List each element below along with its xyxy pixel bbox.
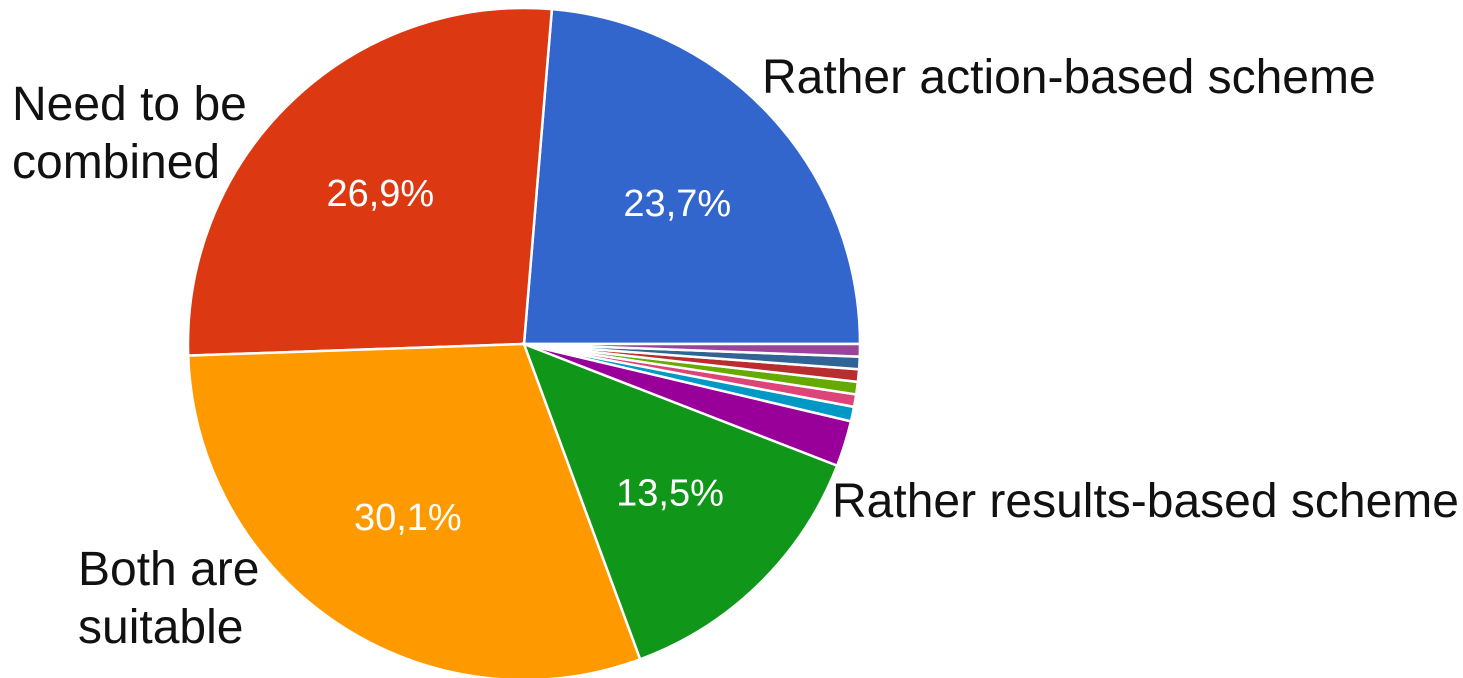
slice-category-label: suitable [78,601,243,654]
slice-value-label: 13,5% [616,473,724,515]
pie-slice [522,7,862,346]
pie-slice [186,342,642,678]
pie-slice [186,6,554,357]
percentage-labels: 23,7% 26,9% 30,1% 13,5% [326,173,731,539]
slice-category-label: Rather action-based scheme [762,51,1376,104]
category-labels: Rather results-based scheme Both aresuita… [12,51,1459,654]
slice-category-label: Rather results-based scheme [832,475,1459,528]
pie-slices [186,6,862,678]
slice-value-label: 26,9% [326,173,434,215]
slice-value-label: 23,7% [623,183,731,225]
slice-category-label: Need to be [12,78,247,131]
slice-category-label: combined [12,136,220,189]
slice-value-label: 30,1% [354,497,462,539]
pie-slice [523,342,862,358]
slice-category-label: Both are [78,543,259,596]
pie-slice [521,341,839,661]
